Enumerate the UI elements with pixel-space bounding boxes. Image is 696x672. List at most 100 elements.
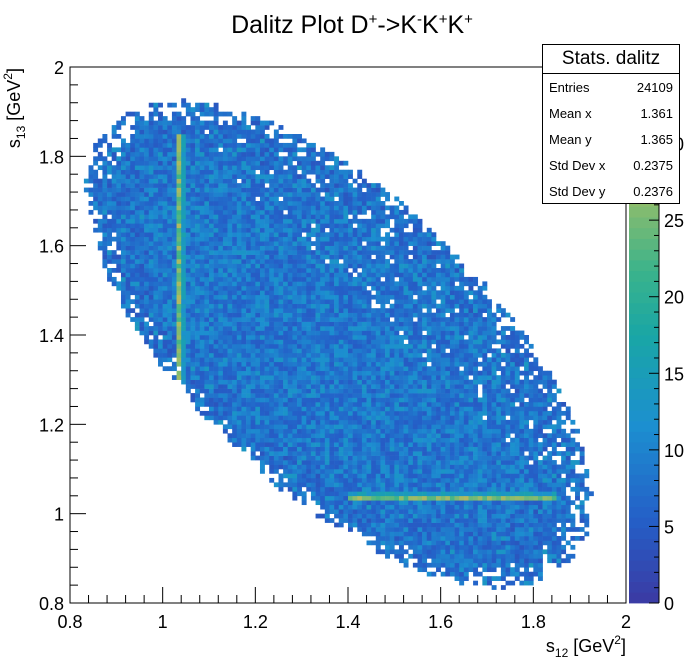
heatmap-bin (292, 317, 298, 322)
heatmap-bin (190, 312, 196, 318)
heatmap-bin (195, 352, 201, 358)
heatmap-bin (264, 241, 270, 246)
heatmap-bin (241, 183, 247, 188)
heatmap-bin (246, 174, 251, 179)
heatmap-bin (278, 165, 284, 171)
heatmap-bin (315, 491, 321, 497)
heatmap-bin (171, 134, 177, 139)
heatmap-bin (190, 134, 196, 139)
heatmap-bin (236, 402, 242, 407)
heatmap-bin (422, 442, 428, 447)
heatmap-bin (120, 223, 126, 229)
heatmap-bin (250, 375, 256, 380)
heatmap-bin (431, 500, 437, 506)
heatmap-bin (357, 308, 363, 313)
heatmap-bin (241, 241, 247, 246)
heatmap-bin (269, 303, 275, 309)
heatmap-bin (324, 218, 330, 224)
heatmap-bin (357, 509, 363, 514)
heatmap-bin (431, 384, 437, 389)
heatmap-bin (162, 169, 168, 175)
heatmap-bin (158, 111, 163, 117)
heatmap-bin (348, 375, 353, 380)
heatmap-bin (171, 218, 177, 224)
heatmap-bin (190, 343, 196, 349)
heatmap-bin (394, 388, 400, 394)
heatmap-bin (222, 142, 228, 148)
heatmap-bin (426, 343, 432, 349)
heatmap-bin (255, 290, 261, 296)
heatmap-bin (385, 464, 390, 470)
heatmap-bin (153, 187, 159, 193)
heatmap-bin (273, 196, 279, 202)
heatmap-bin (380, 259, 386, 264)
heatmap-bin (259, 361, 265, 367)
heatmap-bin (301, 442, 307, 447)
heatmap-bin (287, 187, 293, 193)
heatmap-bin (259, 455, 265, 461)
heatmap-bin (185, 223, 191, 229)
heatmap-bin (232, 218, 238, 224)
heatmap-bin (278, 477, 284, 483)
heatmap-bin (338, 477, 344, 483)
heatmap-bin (426, 437, 432, 443)
heatmap-bin (398, 473, 404, 479)
heatmap-bin (278, 361, 284, 367)
heatmap-bin (255, 455, 261, 461)
heatmap-bin (394, 540, 400, 546)
heatmap-bin (361, 281, 367, 287)
heatmap-bin (403, 469, 409, 474)
heatmap-bin (227, 272, 233, 278)
heatmap-bin (352, 486, 358, 492)
heatmap-bin (306, 437, 312, 443)
heatmap-bin (139, 209, 145, 215)
heatmap-bin (199, 138, 205, 144)
heatmap-bin (408, 531, 414, 537)
heatmap-bin (329, 281, 335, 287)
heatmap-bin (264, 433, 270, 439)
heatmap-bin (366, 393, 372, 398)
heatmap-bin (227, 250, 233, 255)
heatmap-bin (357, 348, 363, 354)
heatmap-bin (227, 276, 233, 282)
heatmap-bin (361, 178, 367, 184)
heatmap-bin (287, 375, 293, 380)
heatmap-bin (329, 428, 335, 434)
heatmap-bin (343, 424, 349, 430)
heatmap-bin (292, 268, 298, 273)
heatmap-bin (403, 491, 409, 497)
heatmap-bin (283, 268, 289, 273)
heatmap-bin (394, 504, 400, 510)
heatmap-bin (222, 120, 228, 126)
heatmap-bin (385, 536, 390, 541)
heatmap-bin (431, 348, 437, 354)
heatmap-bin (273, 299, 279, 305)
heatmap-bin (301, 361, 307, 367)
heatmap-bin (412, 536, 418, 541)
heatmap-bin (236, 308, 242, 313)
heatmap-bin (361, 495, 367, 501)
heatmap-bin (218, 402, 224, 407)
heatmap-bin (380, 348, 386, 354)
heatmap-bin (171, 272, 177, 278)
heatmap-bin (431, 285, 437, 291)
heatmap-bin (287, 196, 293, 202)
heatmap-bin (385, 335, 390, 340)
heatmap-bin (306, 473, 312, 479)
heatmap-bin (431, 352, 437, 358)
heatmap-bin (334, 375, 340, 380)
heatmap-bin (306, 469, 312, 474)
heatmap-bin (278, 268, 284, 273)
heatmap-bin (125, 308, 131, 313)
heatmap-bin (315, 281, 321, 287)
heatmap-bin (389, 236, 395, 242)
heatmap-bin (222, 245, 228, 251)
heatmap-bin (320, 250, 326, 255)
heatmap-bin (255, 156, 261, 162)
heatmap-bin (398, 343, 404, 349)
heatmap-bin (412, 531, 418, 537)
heatmap-bin (375, 245, 381, 251)
heatmap-bin (352, 446, 358, 452)
heatmap-bin (357, 460, 363, 465)
heatmap-bin (398, 397, 404, 403)
